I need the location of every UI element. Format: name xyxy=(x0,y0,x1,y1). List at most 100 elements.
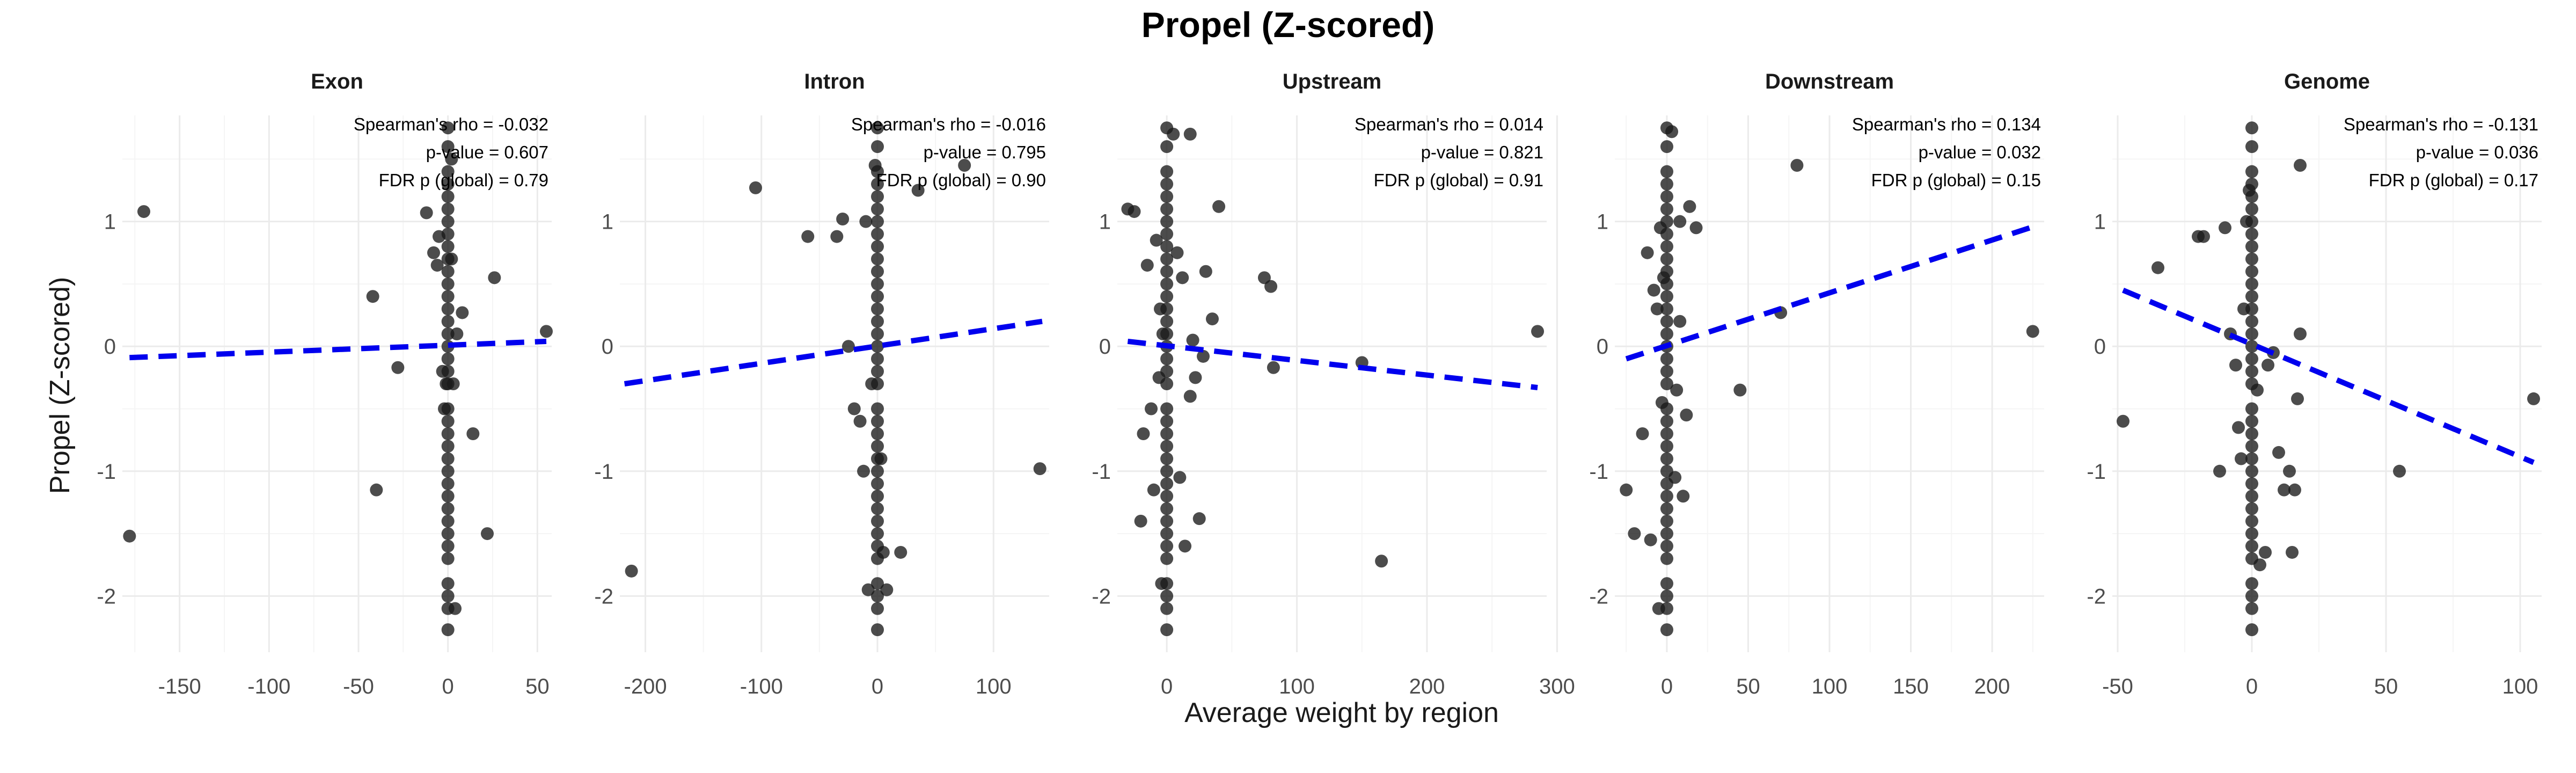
data-point xyxy=(1033,462,1046,476)
panel-title: Genome xyxy=(2284,70,2370,93)
stat-annotation: Spearman's rho = 0.014 xyxy=(1355,114,1543,134)
data-point xyxy=(2245,265,2258,278)
data-point xyxy=(1660,490,1673,503)
stat-annotation: Spearman's rho = -0.032 xyxy=(354,114,548,134)
data-point xyxy=(2245,165,2258,178)
data-point xyxy=(1160,352,1174,366)
data-point xyxy=(871,165,884,178)
data-point xyxy=(871,464,884,478)
data-point xyxy=(1660,440,1673,453)
data-point xyxy=(1160,252,1174,266)
data-point xyxy=(1665,125,1679,138)
data-point xyxy=(1733,383,1747,397)
data-point xyxy=(2232,421,2245,434)
data-point xyxy=(441,577,455,590)
panel-title: Exon xyxy=(311,70,363,93)
data-point xyxy=(441,539,455,553)
data-point xyxy=(1160,202,1174,216)
data-point xyxy=(2245,527,2258,541)
y-tick-label: -2 xyxy=(97,585,116,608)
data-point xyxy=(1660,589,1673,603)
data-point xyxy=(441,302,455,316)
data-point xyxy=(625,564,638,578)
data-point xyxy=(2245,290,2258,303)
data-point xyxy=(1660,527,1673,541)
data-point xyxy=(871,265,884,278)
fit-line xyxy=(129,338,547,361)
data-point xyxy=(1160,602,1174,615)
y-tick-label: -2 xyxy=(2087,585,2106,608)
y-tick-label: 0 xyxy=(2094,335,2106,359)
x-tick-label: -50 xyxy=(343,675,374,698)
data-point xyxy=(2245,464,2258,478)
data-point xyxy=(441,623,455,637)
data-point xyxy=(871,327,884,340)
data-point xyxy=(1660,427,1673,441)
data-point xyxy=(2278,483,2290,497)
data-point xyxy=(1186,333,1199,347)
data-point xyxy=(1660,352,1673,366)
stat-annotation: FDR p (global) = 0.17 xyxy=(2369,170,2538,190)
data-point xyxy=(1160,190,1174,203)
data-point xyxy=(2294,159,2307,172)
data-point xyxy=(1160,514,1174,528)
data-point xyxy=(871,302,884,316)
data-point xyxy=(2245,227,2258,240)
data-point xyxy=(1160,302,1174,316)
data-point xyxy=(1660,177,1673,191)
panel-upstream: Upstream 0 100 200 300 -2 -1 0 1 Spearman's rho =… xyxy=(1092,70,1575,698)
x-tick-label: 100 xyxy=(2502,675,2538,698)
data-point xyxy=(441,402,455,415)
data-point xyxy=(1660,327,1673,340)
data-point xyxy=(441,140,455,154)
data-point xyxy=(2245,414,2258,428)
data-point xyxy=(441,240,455,253)
data-point xyxy=(1183,127,1197,141)
data-point xyxy=(1267,361,1280,374)
x-tick-label: 200 xyxy=(1974,675,2010,698)
data-point xyxy=(2286,545,2299,559)
data-point xyxy=(1179,539,1192,553)
data-point xyxy=(871,240,884,253)
data-point xyxy=(871,402,884,415)
data-point xyxy=(441,227,455,240)
data-point xyxy=(1660,539,1673,553)
panel-exon: Exon -150 -100 -50 0 50 -2 -1 0 1 Spearman's rho =… xyxy=(97,70,553,698)
data-point xyxy=(1137,427,1150,441)
y-tick-label: -1 xyxy=(1092,460,1111,484)
stat-annotation: Spearman's rho = -0.016 xyxy=(851,114,1046,134)
data-point xyxy=(441,315,455,328)
data-point xyxy=(2272,446,2285,459)
x-tick-label: 100 xyxy=(1279,675,1315,698)
data-point xyxy=(1160,502,1174,515)
x-tick-label: -200 xyxy=(624,675,667,698)
data-point xyxy=(456,306,469,319)
data-point xyxy=(1160,527,1174,541)
data-point xyxy=(2245,490,2258,503)
data-point xyxy=(2245,340,2258,353)
data-point xyxy=(2245,477,2258,491)
y-tick-label: 1 xyxy=(2094,210,2106,234)
data-point xyxy=(2117,414,2129,428)
stat-annotation: p-value = 0.821 xyxy=(1421,142,1543,162)
data-point xyxy=(1644,533,1657,546)
data-point xyxy=(1160,315,1174,328)
data-point xyxy=(1150,234,1163,247)
data-point xyxy=(1160,414,1174,428)
x-tick-label: 50 xyxy=(1736,675,1760,698)
data-point xyxy=(1160,452,1174,465)
data-point xyxy=(871,352,884,366)
data-point xyxy=(1660,502,1673,515)
data-point xyxy=(1641,246,1654,259)
data-point xyxy=(871,315,884,328)
data-point xyxy=(2245,452,2258,465)
data-point xyxy=(1160,277,1174,290)
data-point xyxy=(420,206,433,220)
x-tick-label: -150 xyxy=(158,675,201,698)
data-point xyxy=(441,527,455,541)
data-point xyxy=(449,602,462,615)
data-point xyxy=(2151,261,2164,274)
data-point xyxy=(871,202,884,216)
fit-line xyxy=(1625,222,2039,362)
fit-line xyxy=(624,318,1043,386)
